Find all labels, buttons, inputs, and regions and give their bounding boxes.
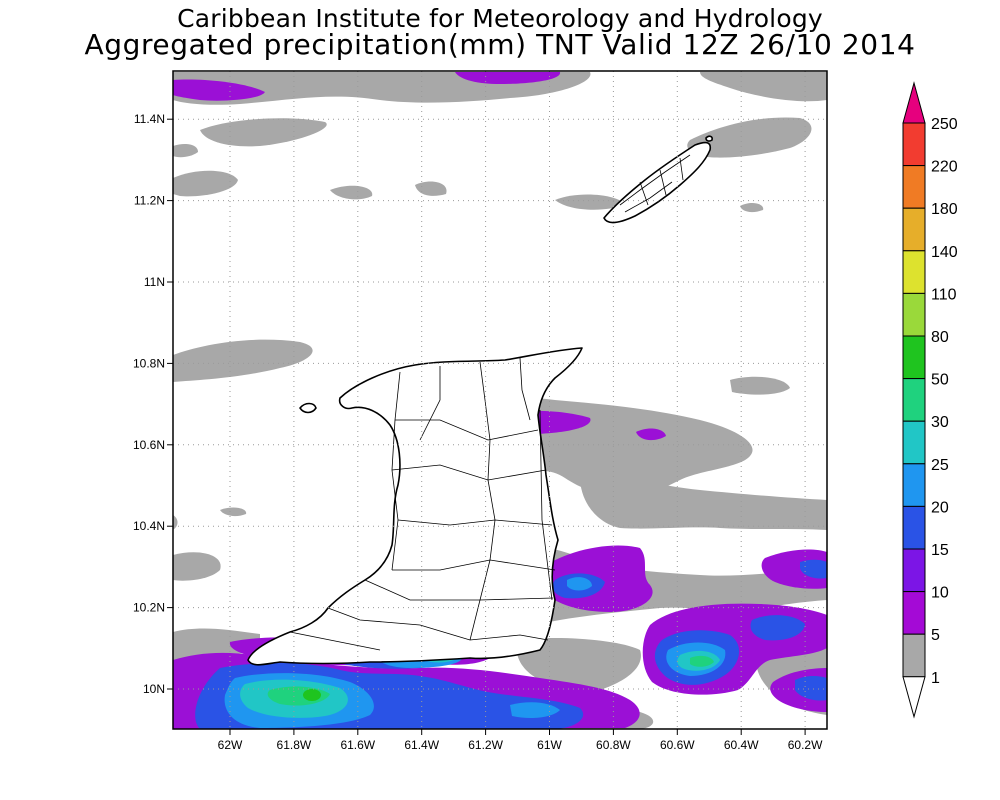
legend-label: 20: [931, 499, 949, 516]
grid-lines: [173, 71, 827, 729]
lon-tick-label: 61.2W: [468, 738, 503, 752]
legend-label: 1: [931, 670, 940, 687]
legend-swatch: [902, 633, 926, 678]
lon-tick-label: 61.6W: [340, 738, 375, 752]
lon-tick-label: 61.8W: [277, 738, 312, 752]
title-line-2: Aggregated precipitation(mm) TNT Valid 1…: [84, 28, 916, 61]
lat-tick-label: 11.2N: [134, 194, 165, 208]
legend-label: 110: [931, 286, 957, 303]
lon-tick-label: 60.4W: [724, 738, 759, 752]
legend-label: 140: [931, 244, 958, 261]
tobago-island: [603, 141, 712, 224]
legend-label: 220: [931, 159, 958, 176]
legend-swatch: [902, 122, 926, 167]
lon-tick-label: 61W: [537, 738, 562, 752]
islet-northeast: [705, 135, 713, 142]
legend-swatch: [902, 548, 926, 593]
lat-tick-label: 10.2N: [133, 601, 165, 615]
legend-label: 50: [931, 372, 949, 389]
legend-label: 25: [931, 457, 949, 474]
precip-50-80mm: [303, 689, 321, 701]
lat-tick-label: 10.6N: [133, 438, 165, 452]
lon-tick-label: 62W: [218, 738, 243, 752]
legend-swatch: [902, 378, 926, 422]
lat-tick-label: 10.4N: [133, 519, 165, 533]
legend-label: 15: [931, 542, 949, 559]
legend-swatch: [902, 335, 926, 380]
map-frame: [172, 70, 828, 730]
precipitation-legend: 250 220 180 140 110 80 50 30 25 20 15 10 5 1: [902, 81, 958, 719]
legend-label: 250: [931, 116, 958, 133]
legend-swatch: [902, 207, 926, 252]
islands: [247, 135, 713, 666]
legend-label: 80: [931, 329, 949, 346]
legend-swatch: [902, 505, 926, 550]
lat-tick-label: 10.8N: [133, 356, 165, 370]
legend-swatch: [902, 250, 926, 294]
legend-label: 10: [931, 585, 949, 602]
lat-tick-label: 11.4N: [134, 112, 165, 126]
lat-tick-label: 10N: [143, 682, 165, 696]
legend-label: 5: [931, 627, 940, 644]
latitude-axis: 11.4N 11.2N 11N 10.8N 10.6N 10.4N 10.2N 10N: [133, 112, 173, 696]
trinidad-island: [247, 347, 583, 666]
legend-arrow-bottom: [902, 676, 926, 719]
legend-label: 30: [931, 414, 949, 431]
lon-tick-label: 60.8W: [596, 738, 631, 752]
boundaries: [289, 154, 691, 651]
legend-label: 180: [931, 201, 958, 218]
legend-swatch: [902, 591, 926, 635]
islet-west: [299, 402, 317, 414]
lon-tick-label: 60.6W: [660, 738, 695, 752]
title-line-1: Caribbean Institute for Meteorology and …: [177, 4, 823, 33]
longitude-axis: 62W 61.8W 61.6W 61.4W 61.2W 61W 60.8W 60.6W 60.4…: [218, 729, 823, 752]
lon-tick-label: 60.2W: [788, 738, 823, 752]
lat-tick-label: 11N: [144, 275, 165, 289]
legend-swatch: [902, 165, 926, 209]
legend-swatch: [902, 463, 926, 507]
legend-swatch: [902, 420, 926, 465]
legend-swatch: [902, 292, 926, 337]
legend-arrow-top: [902, 81, 926, 124]
lon-tick-label: 61.4W: [404, 738, 439, 752]
